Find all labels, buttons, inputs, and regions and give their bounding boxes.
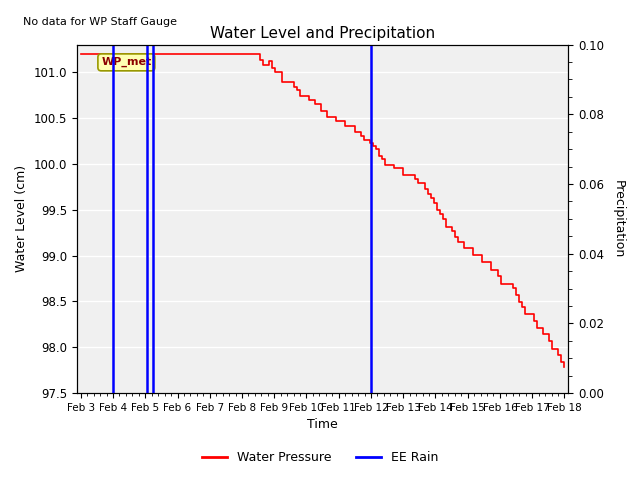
Y-axis label: Water Level (cm): Water Level (cm) — [15, 165, 28, 273]
Text: WP_met: WP_met — [101, 57, 152, 68]
Y-axis label: Precipitation: Precipitation — [612, 180, 625, 258]
X-axis label: Time: Time — [307, 419, 338, 432]
Legend: Water Pressure, EE Rain: Water Pressure, EE Rain — [196, 446, 444, 469]
Text: No data for WP Staff Gauge: No data for WP Staff Gauge — [22, 17, 177, 27]
Title: Water Level and Precipitation: Water Level and Precipitation — [210, 25, 435, 41]
